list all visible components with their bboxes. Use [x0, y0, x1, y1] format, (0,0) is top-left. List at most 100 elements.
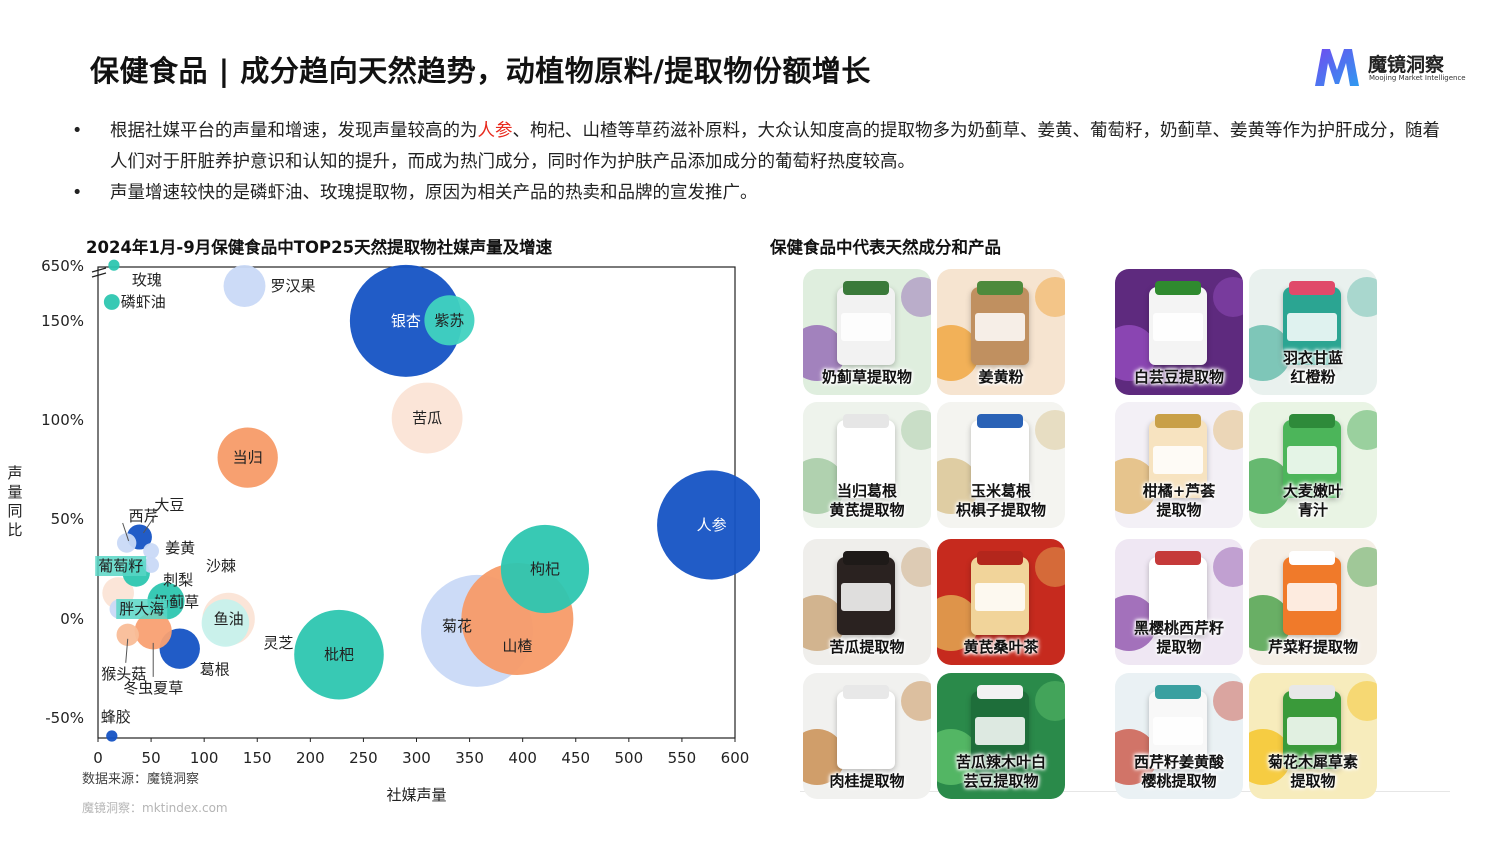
product-caption: 苦瓜提取物	[829, 638, 905, 656]
ingredient-decoration	[1347, 410, 1377, 450]
y-tick-label: 50%	[51, 510, 84, 528]
data-label: 山楂	[502, 637, 532, 655]
bubble	[391, 382, 463, 454]
product-cap	[1289, 281, 1335, 295]
product-cap	[1289, 414, 1335, 428]
y-tick-label: 650%	[41, 257, 84, 275]
ingredient-decoration	[901, 681, 931, 721]
data-label: 沙棘	[206, 557, 236, 575]
moojing-logo-icon	[1315, 49, 1359, 86]
bubble	[217, 427, 278, 488]
bubble	[223, 265, 266, 307]
product-cap	[977, 281, 1023, 295]
product-caption: 姜黄粉	[978, 368, 1024, 386]
data-label: 人参	[697, 516, 727, 534]
bubble	[500, 524, 590, 614]
logo-subtitle: Moojing Market Intelligence	[1369, 74, 1466, 82]
product-label	[1287, 583, 1337, 611]
bullet-item: • 根据社媒平台的声量和增速，发现声量较高的为人参、枸杞、山楂等草药滋补原料，大…	[72, 116, 1442, 178]
data-label: 蜂胶	[101, 708, 131, 726]
product-caption: 大麦嫩叶 青汁	[1282, 482, 1343, 519]
leader-line	[142, 514, 156, 534]
x-tick-label: 150	[243, 749, 272, 767]
ingredient-decoration	[901, 410, 931, 450]
data-label: 猴头菇	[101, 665, 146, 683]
y-axis-label: 声量同比	[7, 464, 22, 539]
product-cap	[1289, 685, 1335, 699]
product-label	[1153, 583, 1203, 611]
footer-text: 魔镜洞察：mktindex.com	[82, 801, 228, 815]
product-caption: 肉桂提取物	[829, 772, 905, 790]
bubble	[116, 623, 139, 647]
ingredient-decoration	[1035, 277, 1065, 317]
product-label	[1287, 313, 1337, 341]
product-tile: 黑樱桃西芹籽 提取物	[1115, 539, 1243, 665]
ingredient-decoration	[1035, 681, 1065, 721]
product-label	[975, 446, 1025, 474]
product-caption: 西芹籽姜黄酸 樱桃提取物	[1133, 753, 1224, 790]
product-label	[1287, 717, 1337, 745]
label-background	[116, 599, 168, 619]
data-label: 姜黄	[165, 539, 195, 557]
bullet-text-rest: 、枸杞、山楂等草药滋补原料，大众认知度高的提取物多为奶蓟草、姜黄、葡萄籽，奶蓟草…	[110, 121, 1440, 172]
product-cap	[977, 551, 1023, 565]
product-label	[1287, 446, 1337, 474]
product-cap	[1155, 551, 1201, 565]
x-tick-label: 600	[721, 749, 750, 767]
x-tick-label: 550	[668, 749, 697, 767]
ingredient-decoration	[901, 277, 931, 317]
product-cap	[1155, 281, 1201, 295]
bubble	[106, 730, 118, 742]
x-tick-label: 300	[402, 749, 431, 767]
x-tick-label: 50	[142, 749, 161, 767]
product-tile: 苦瓜辣木叶白 芸豆提取物	[937, 673, 1065, 799]
product-tile: 羽衣甘蓝 红橙粉	[1249, 269, 1377, 395]
ingredient-decoration	[1035, 547, 1065, 587]
product-cap	[843, 281, 889, 295]
data-label: 灵芝	[263, 634, 293, 652]
product-tile: 柑橘+芦荟 提取物	[1115, 402, 1243, 528]
bubble	[143, 557, 160, 573]
product-tile: 黄芪桑叶茶	[937, 539, 1065, 665]
product-label	[1153, 446, 1203, 474]
x-axis-label: 社媒声量	[386, 786, 446, 804]
x-tick-label: 100	[190, 749, 219, 767]
product-tile: 大麦嫩叶 青汁	[1249, 402, 1377, 528]
page-title: 保健食品 | 成分趋向天然趋势，动植物原料/提取物份额增长	[90, 54, 871, 88]
product-caption: 芹菜籽提取物	[1267, 638, 1358, 656]
ingredient-decoration	[1347, 547, 1377, 587]
product-caption: 白芸豆提取物	[1133, 368, 1224, 386]
product-tile: 当归葛根 黄芪提取物	[803, 402, 931, 528]
products-title: 保健食品中代表天然成分和产品	[770, 238, 1001, 257]
product-tile: 苦瓜提取物	[803, 539, 931, 665]
product-caption: 玉米葛根 枳椇子提取物	[955, 482, 1046, 519]
product-tile: 芹菜籽提取物	[1249, 539, 1377, 665]
data-label: 磷虾油	[121, 293, 166, 311]
product-tile: 肉桂提取物	[803, 673, 931, 799]
x-tick-label: 450	[561, 749, 590, 767]
x-tick-label: 250	[349, 749, 378, 767]
data-label: 葛根	[200, 661, 230, 679]
label-background	[95, 556, 147, 576]
data-label: 冬虫夏草	[123, 679, 183, 697]
bubble	[103, 294, 120, 310]
y-tick-label: -50%	[45, 709, 84, 727]
data-label: 苦瓜	[412, 409, 442, 427]
product-caption: 黑樱桃西芹籽 提取物	[1133, 619, 1224, 656]
bubble-chart: 0 50 100 150 200 250 300 350 400 450 500 550 600 650%…	[7, 257, 760, 804]
bullet-item: • 声量增速较快的是磷虾油、玫瑰提取物，原因为相关产品的热卖和品牌的宣发推广。	[72, 178, 1442, 209]
product-cap	[843, 551, 889, 565]
product-cap	[1289, 551, 1335, 565]
data-label: 菊花	[442, 617, 472, 635]
product-caption: 黄芪桑叶茶	[963, 638, 1039, 656]
data-label: 大豆	[154, 496, 184, 514]
bubble	[143, 543, 160, 559]
product-label	[975, 717, 1025, 745]
data-label: 葡萄籽	[98, 557, 143, 575]
product-tile: 西芹籽姜黄酸 樱桃提取物	[1115, 673, 1243, 799]
data-label: 紫苏	[434, 311, 464, 329]
data-label: 银杏	[391, 312, 421, 330]
bullet-text: 根据社媒平台的声量和增速，发现声量较高的为	[110, 121, 478, 141]
product-tile: 姜黄粉	[937, 269, 1065, 395]
x-tick-label: 500	[615, 749, 644, 767]
